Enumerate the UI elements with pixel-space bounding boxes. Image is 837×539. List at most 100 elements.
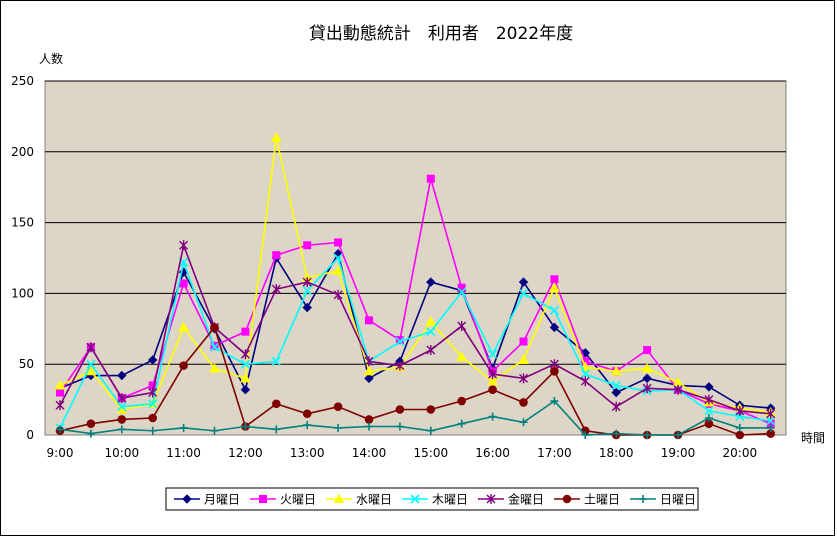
data-point (395, 336, 405, 347)
data-point (179, 240, 189, 251)
series-line (59, 399, 771, 436)
legend-item: 月曜日 (174, 493, 240, 507)
legend-marker (562, 494, 572, 504)
data-point (611, 380, 621, 391)
data-point (117, 393, 127, 404)
data-point (487, 375, 498, 386)
series-line (59, 178, 772, 425)
data-point (641, 362, 653, 373)
data-point (334, 423, 343, 432)
data-point (240, 372, 251, 383)
data-point (240, 349, 250, 360)
y-tick-label: 0 (26, 428, 34, 442)
data-point (334, 238, 343, 247)
legend-label: 日曜日 (660, 493, 696, 507)
legend (165, 487, 699, 511)
series-line (59, 242, 771, 415)
data-point (766, 416, 776, 426)
data-point (241, 422, 250, 431)
data-point (519, 337, 528, 346)
data-point (456, 351, 468, 362)
x-tick-label: 16:00 (475, 446, 510, 460)
legend-marker (410, 494, 420, 504)
data-point (86, 419, 96, 428)
data-point (302, 286, 312, 296)
legend-label: 土曜日 (584, 493, 620, 507)
x-tick-label: 10:00 (105, 446, 140, 460)
data-point (735, 423, 744, 432)
data-point (674, 431, 682, 439)
legend-label: 火曜日 (280, 493, 316, 507)
data-point (395, 405, 405, 414)
legend-item: 金曜日 (478, 492, 544, 507)
data-point (643, 346, 652, 355)
data-point (332, 265, 344, 275)
y-tick-label: 150 (11, 216, 34, 230)
legend-marker (333, 493, 345, 503)
data-point (488, 412, 497, 421)
data-point (209, 362, 220, 373)
data-point (333, 289, 343, 300)
x-tick-label: 17:00 (537, 446, 572, 460)
series-line (59, 137, 771, 414)
data-point (271, 284, 281, 295)
data-point (426, 277, 436, 287)
data-point (148, 413, 157, 423)
data-point (56, 388, 64, 397)
data-point (549, 282, 560, 292)
data-point (426, 345, 436, 356)
data-point (519, 398, 528, 407)
x-tick-label: 12:00 (228, 446, 263, 460)
data-point (333, 402, 343, 411)
x-tick-label: 11:00 (166, 446, 201, 460)
data-point (55, 400, 65, 411)
data-point (488, 385, 497, 394)
data-point (303, 421, 312, 430)
data-point (302, 302, 312, 313)
data-point (86, 429, 95, 438)
data-point (54, 379, 66, 390)
data-point (86, 359, 96, 369)
data-point (610, 365, 622, 376)
data-point (549, 322, 560, 333)
data-point (519, 418, 528, 427)
data-point (766, 408, 776, 419)
data-point (766, 423, 775, 432)
x-tick-label: 13:00 (290, 446, 325, 460)
data-point (148, 426, 157, 435)
data-point (519, 373, 528, 384)
x-tick-label: 19:00 (661, 446, 696, 460)
data-point (179, 279, 188, 288)
data-point (457, 396, 467, 406)
data-point (549, 305, 559, 315)
data-point (302, 409, 312, 419)
x-tick-label: 9:00 (47, 446, 74, 460)
data-point (56, 425, 64, 434)
data-point (673, 384, 683, 395)
data-point (117, 425, 126, 434)
data-point (333, 253, 343, 263)
series-7 (56, 397, 775, 439)
data-point (426, 405, 436, 414)
data-point (86, 342, 96, 353)
data-point (642, 383, 652, 394)
data-point (395, 360, 405, 371)
data-point (425, 316, 437, 326)
legend-item: 木曜日 (402, 493, 468, 507)
legend-item: 火曜日 (250, 493, 316, 507)
data-point (457, 287, 467, 297)
y-tick-label: 50 (19, 357, 34, 371)
data-point (179, 361, 188, 370)
data-point (518, 354, 529, 364)
data-point (518, 288, 529, 298)
data-point (704, 394, 714, 405)
series-5 (55, 240, 776, 419)
data-point (272, 399, 281, 409)
data-point (426, 174, 435, 183)
data-point (303, 241, 312, 250)
data-point (735, 405, 745, 416)
data-point (612, 429, 621, 438)
x-tick-label: 14:00 (352, 446, 387, 460)
data-point (363, 365, 375, 376)
